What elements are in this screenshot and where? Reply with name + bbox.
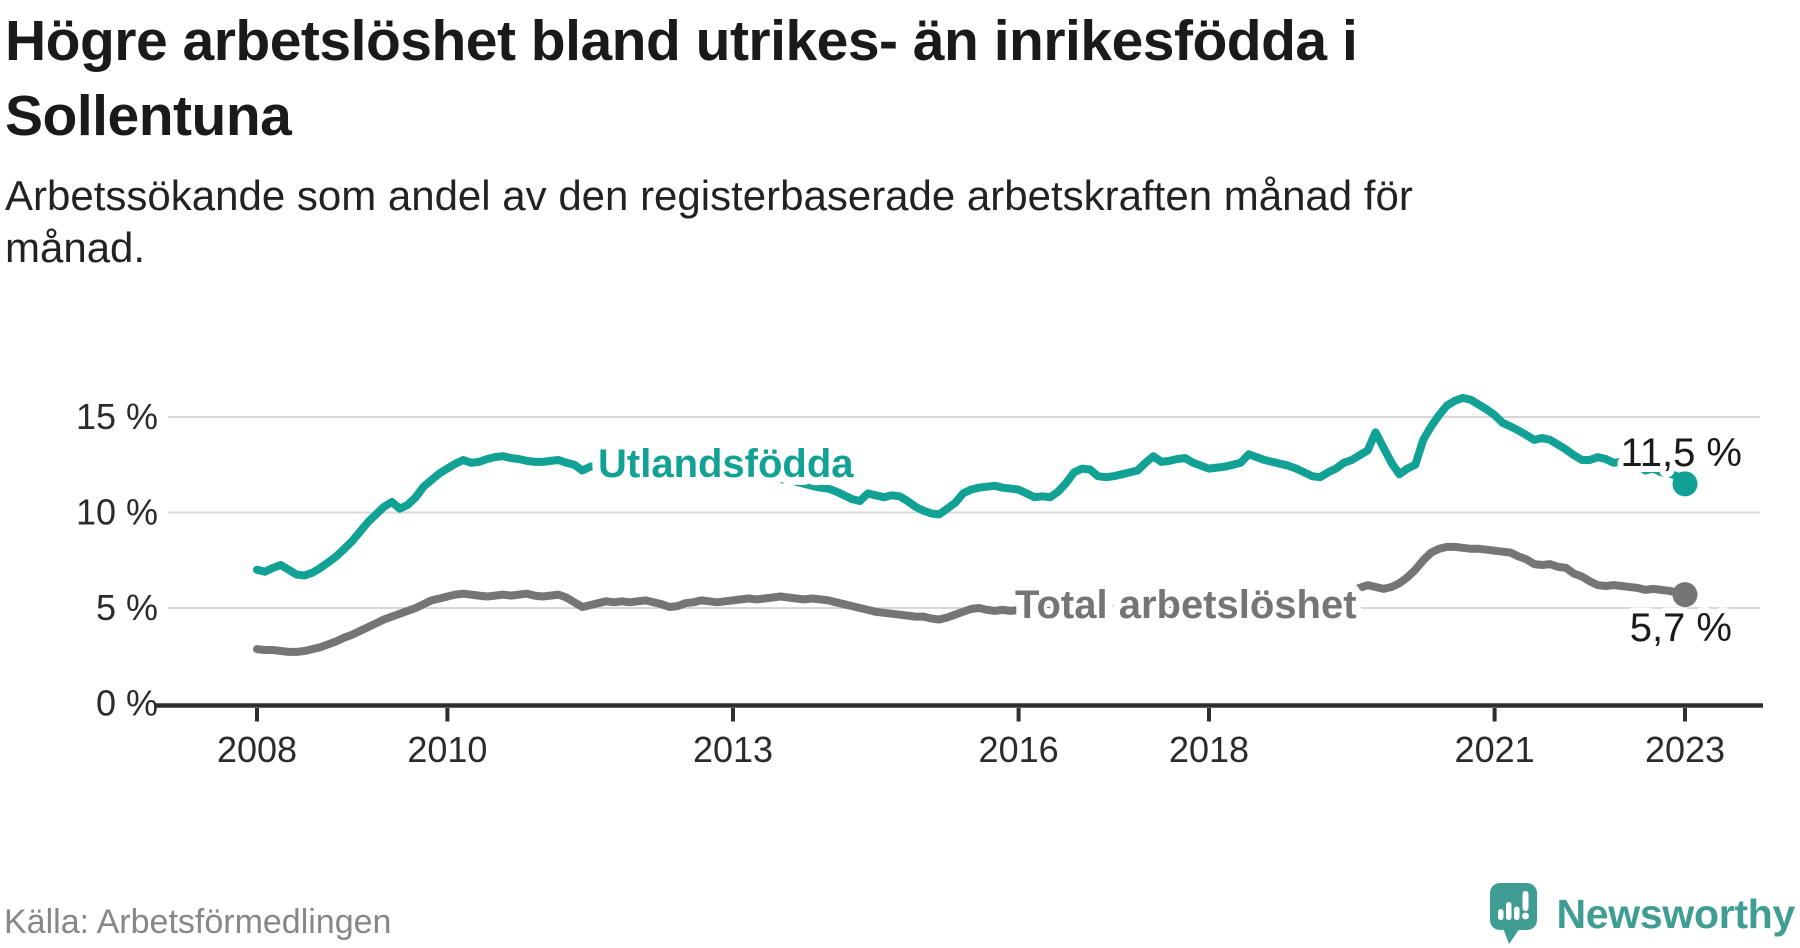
end-value-label-utlandsfodda: 11,5 % [1620, 431, 1742, 475]
y-tick-label: 10 % [76, 492, 158, 533]
y-tick-label: 5 % [96, 587, 158, 628]
end-value-label-total: 5,7 % [1630, 606, 1732, 650]
x-tick-label: 2013 [693, 729, 773, 770]
end-dot-0 [1672, 471, 1698, 497]
series-label-total-arbetsloshet: Total arbetslöshet [1015, 583, 1357, 627]
series-line-1 [253, 542, 1689, 656]
x-tick-label: 2008 [217, 729, 297, 770]
end-dot-1 [1672, 582, 1698, 608]
chart-end-dots [1672, 471, 1698, 608]
x-tick-label: 2021 [1455, 729, 1535, 770]
x-tick-label: 2010 [407, 729, 487, 770]
series-line-0 [253, 393, 1689, 580]
chart-title: Högre arbetslöshet bland utrikes- än inr… [5, 9, 1358, 149]
x-tick-label: 2023 [1645, 729, 1725, 770]
y-tick-label: 0 % [96, 683, 158, 724]
series-label-utlandsfodda: Utlandsfödda [598, 442, 854, 486]
x-tick-label: 2016 [979, 729, 1059, 770]
chart-axes-and-lines: 0 % 5 % 10 % 15 % 2008 2010 2013 2016 2018 2021 20… [76, 393, 1763, 770]
newsworthy-brand: Newsworthy [1489, 882, 1796, 946]
x-tick-label: 2018 [1169, 729, 1249, 770]
y-tick-label: 15 % [76, 396, 158, 437]
newsworthy-wordmark: Newsworthy [1556, 890, 1796, 937]
newsworthy-logo-icon [1489, 883, 1537, 944]
chart-subtitle: Arbetssökande som andel av den registerb… [5, 172, 1413, 272]
source-note: Källa: Arbetsförmedlingen [4, 903, 392, 941]
